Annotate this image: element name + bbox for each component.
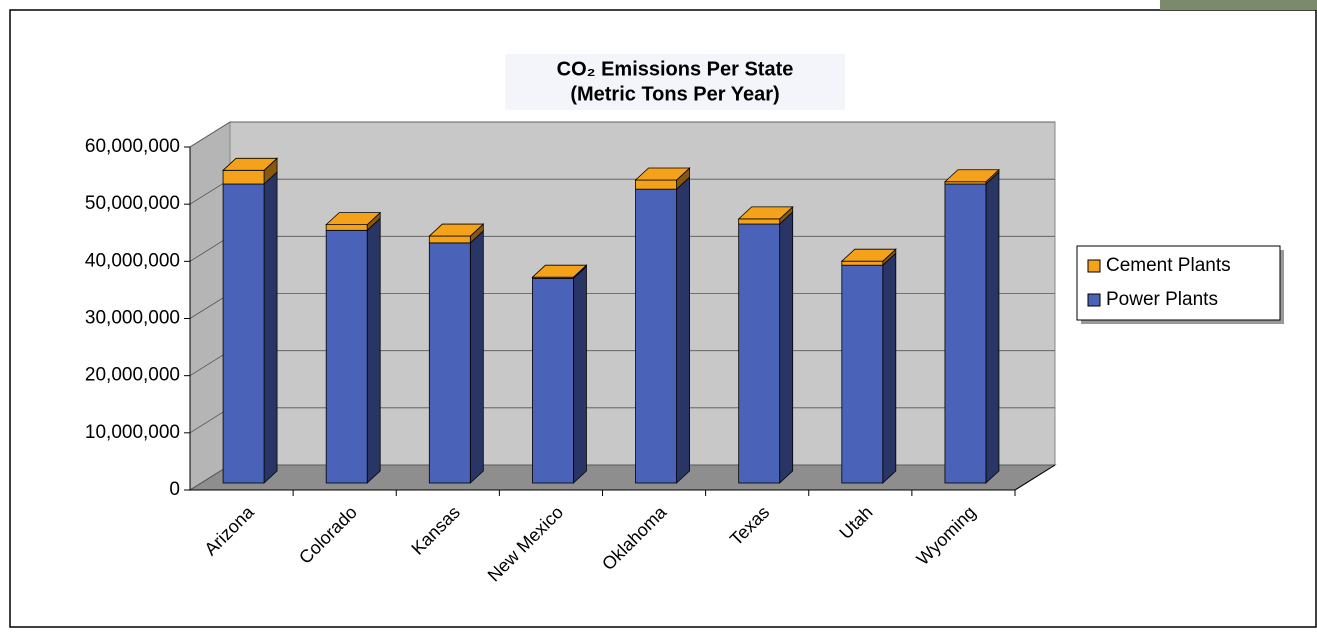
- background-photo: [1160, 0, 1317, 10]
- y-tick-label: 30,000,000: [85, 308, 180, 329]
- bar: [325, 224, 368, 231]
- y-tick-label: 20,000,000: [85, 365, 180, 386]
- bar-top: [737, 206, 794, 220]
- bar-top: [222, 157, 279, 171]
- bar-top: [325, 212, 382, 226]
- chart-subtitle: (Metric Tons Per Year): [570, 83, 779, 105]
- y-tick-label: 0: [169, 479, 180, 500]
- legend-swatch: [1087, 259, 1101, 273]
- y-tick-label: 50,000,000: [85, 193, 180, 214]
- bar-side: [779, 211, 794, 484]
- bar: [635, 179, 677, 190]
- bar: [222, 169, 265, 185]
- title-box: [505, 54, 845, 110]
- bar-side: [985, 171, 1000, 484]
- bar-side: [573, 265, 587, 484]
- bar-top: [943, 169, 1000, 183]
- floor-edge: [1014, 464, 1056, 491]
- bar-top: [840, 248, 897, 262]
- bar-side: [676, 176, 690, 484]
- legend-swatch: [1087, 293, 1101, 307]
- bar: [325, 229, 368, 484]
- bar-top: [428, 223, 485, 237]
- y-tick-label: 60,000,000: [85, 136, 180, 157]
- bar: [532, 277, 574, 484]
- floor: [188, 464, 1057, 491]
- y-tick-label: 40,000,000: [85, 250, 180, 271]
- bar-top: [531, 264, 588, 278]
- bar-side: [882, 252, 897, 484]
- bar: [428, 235, 471, 244]
- legend-label: Cement Plants: [1106, 255, 1231, 276]
- y-tick-label: 10,000,000: [85, 422, 180, 443]
- legend: [1076, 245, 1281, 321]
- grid-line: [189, 121, 1055, 148]
- bar: [841, 264, 884, 484]
- bar-side: [469, 229, 484, 484]
- bar-side: [366, 217, 381, 484]
- bar-side: [263, 171, 278, 484]
- chart-title: CO₂ Emissions Per State: [557, 58, 794, 80]
- bar: [635, 188, 677, 484]
- bar: [428, 242, 471, 484]
- bar: [944, 183, 987, 484]
- legend-label: Power Plants: [1106, 289, 1218, 310]
- bar-top: [634, 167, 691, 181]
- bar: [841, 260, 884, 266]
- bar: [738, 218, 781, 225]
- bar: [738, 223, 781, 484]
- bar: [222, 183, 265, 484]
